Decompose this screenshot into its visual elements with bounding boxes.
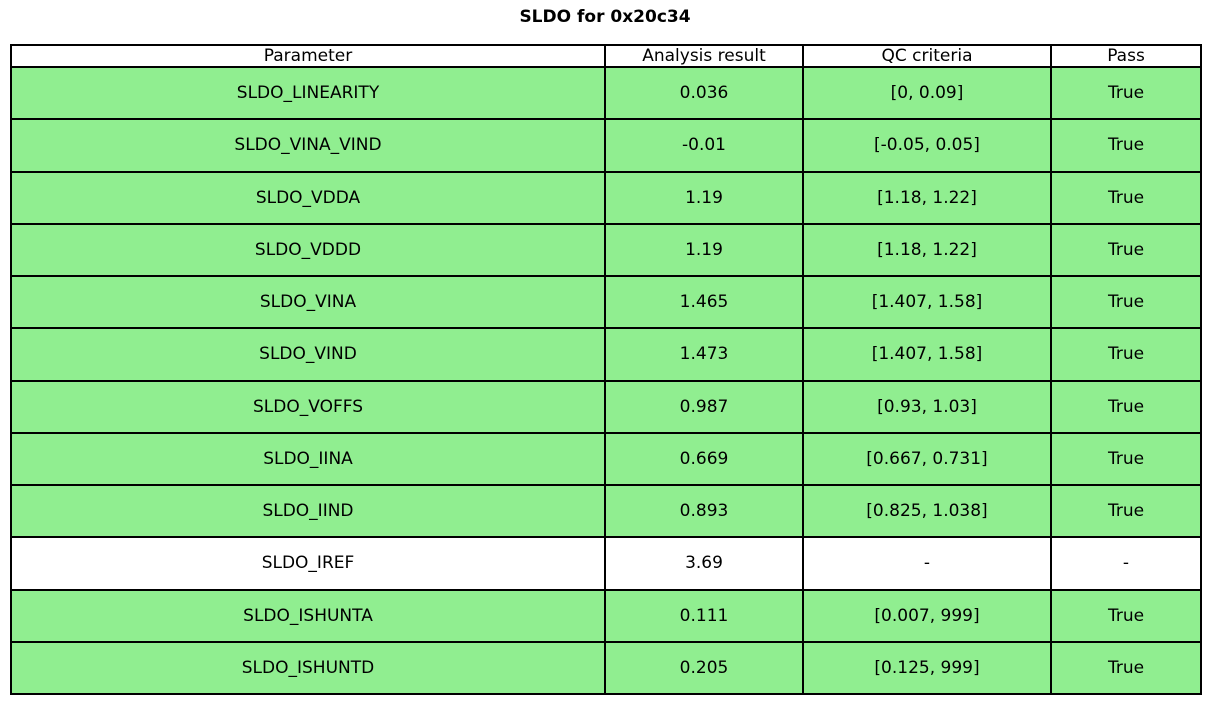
column-header-parameter: Parameter <box>10 44 606 68</box>
column-header-qc-criteria: QC criteria <box>802 44 1052 68</box>
cell-parameter: SLDO_IIND <box>10 483 606 539</box>
table-row: SLDO_ISHUNTA 0.111 [0.007, 999] True <box>10 588 1202 643</box>
cell-analysis-result: 0.036 <box>604 65 804 121</box>
cell-analysis-result: 0.669 <box>604 431 804 487</box>
cell-parameter: SLDO_VDDA <box>10 170 606 225</box>
cell-qc-criteria: [0.125, 999] <box>802 640 1052 696</box>
table-row: SLDO_ISHUNTD 0.205 [0.125, 999] True <box>10 640 1202 696</box>
column-header-pass: Pass <box>1050 44 1202 68</box>
cell-parameter: SLDO_ISHUNTD <box>10 640 606 696</box>
table-row: SLDO_VINA 1.465 [1.407, 1.58] True <box>10 274 1202 330</box>
cell-qc-criteria: [1.18, 1.22] <box>802 170 1052 225</box>
cell-analysis-result: 1.465 <box>604 274 804 330</box>
cell-pass: True <box>1050 483 1202 539</box>
cell-parameter: SLDO_VINA_VIND <box>10 118 606 173</box>
table-row: SLDO_VDDD 1.19 [1.18, 1.22] True <box>10 222 1202 278</box>
table-row: SLDO_IINA 0.669 [0.667, 0.731] True <box>10 431 1202 487</box>
cell-pass: True <box>1050 588 1202 643</box>
cell-pass: True <box>1050 327 1202 382</box>
cell-analysis-result: 1.19 <box>604 170 804 225</box>
cell-pass: True <box>1050 170 1202 225</box>
cell-qc-criteria: [1.407, 1.58] <box>802 274 1052 330</box>
cell-parameter: SLDO_IREF <box>10 536 606 591</box>
cell-qc-criteria: [0.007, 999] <box>802 588 1052 643</box>
table-row: SLDO_VIND 1.473 [1.407, 1.58] True <box>10 327 1202 382</box>
cell-parameter: SLDO_LINEARITY <box>10 65 606 121</box>
cell-qc-criteria: [0.667, 0.731] <box>802 431 1052 487</box>
cell-analysis-result: 0.111 <box>604 588 804 643</box>
table-body: SLDO_LINEARITY 0.036 [0, 0.09] True SLDO_VIN… <box>10 65 1202 696</box>
cell-analysis-result: 3.69 <box>604 536 804 591</box>
figure-title: SLDO for 0x20c34 <box>519 7 691 27</box>
cell-analysis-result: 1.473 <box>604 327 804 382</box>
cell-qc-criteria: [0, 0.09] <box>802 65 1052 121</box>
table-row: SLDO_IIND 0.893 [0.825, 1.038] True <box>10 483 1202 539</box>
cell-analysis-result: 0.987 <box>604 379 804 434</box>
cell-analysis-result: 0.205 <box>604 640 804 696</box>
table-row: SLDO_LINEARITY 0.036 [0, 0.09] True <box>10 65 1202 121</box>
cell-parameter: SLDO_ISHUNTA <box>10 588 606 643</box>
table-row: SLDO_VINA_VIND -0.01 [-0.05, 0.05] True <box>10 118 1202 173</box>
cell-parameter: SLDO_VINA <box>10 274 606 330</box>
cell-qc-criteria: [0.825, 1.038] <box>802 483 1052 539</box>
cell-pass: True <box>1050 118 1202 173</box>
cell-pass: True <box>1050 65 1202 121</box>
cell-qc-criteria: [1.407, 1.58] <box>802 327 1052 382</box>
table-row: SLDO_VDDA 1.19 [1.18, 1.22] True <box>10 170 1202 225</box>
cell-pass: True <box>1050 274 1202 330</box>
cell-analysis-result: 0.893 <box>604 483 804 539</box>
column-header-analysis-result: Analysis result <box>604 44 804 68</box>
cell-pass: True <box>1050 640 1202 696</box>
qc-table: Parameter Analysis result QC criteria Pa… <box>10 44 1202 696</box>
table-header-row: Parameter Analysis result QC criteria Pa… <box>10 44 1202 68</box>
cell-pass: True <box>1050 379 1202 434</box>
cell-parameter: SLDO_VIND <box>10 327 606 382</box>
cell-parameter: SLDO_IINA <box>10 431 606 487</box>
table-row: SLDO_VOFFS 0.987 [0.93, 1.03] True <box>10 379 1202 434</box>
cell-qc-criteria: - <box>802 536 1052 591</box>
cell-qc-criteria: [1.18, 1.22] <box>802 222 1052 278</box>
cell-parameter: SLDO_VDDD <box>10 222 606 278</box>
table-row: SLDO_IREF 3.69- - <box>10 536 1202 591</box>
cell-qc-criteria: [-0.05, 0.05] <box>802 118 1052 173</box>
cell-qc-criteria: [0.93, 1.03] <box>802 379 1052 434</box>
cell-analysis-result: -0.01 <box>604 118 804 173</box>
cell-pass: True <box>1050 222 1202 278</box>
cell-parameter: SLDO_VOFFS <box>10 379 606 434</box>
cell-pass: True <box>1050 431 1202 487</box>
cell-analysis-result: 1.19 <box>604 222 804 278</box>
cell-pass: - <box>1050 536 1202 591</box>
